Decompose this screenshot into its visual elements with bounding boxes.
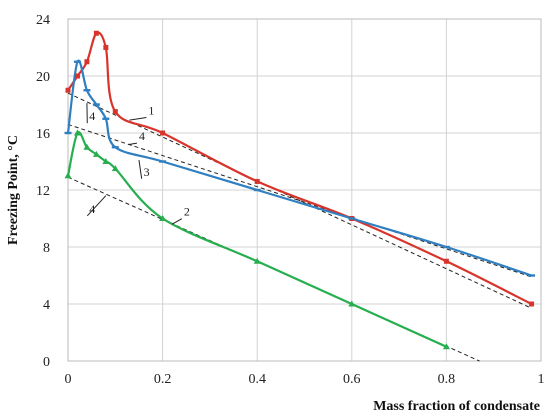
series-line-red — [66, 31, 533, 306]
x-axis-title: Mass fraction of condensate — [373, 399, 540, 414]
data-point-blue — [83, 89, 91, 92]
x-tick-label: 0.8 — [438, 372, 456, 387]
data-point-green — [83, 143, 91, 150]
data-point-green — [348, 300, 356, 307]
markers-group — [64, 30, 536, 350]
data-point-blue — [159, 160, 167, 163]
callout-label: 1 — [148, 103, 154, 117]
callout-leader — [138, 160, 143, 179]
x-tick-label: 0.6 — [343, 372, 361, 387]
callout-leader — [86, 195, 107, 217]
x-tick-label: 0.4 — [248, 372, 266, 387]
data-point-red — [84, 59, 90, 65]
callouts: 1 2 3 4 4 4 — [86, 103, 190, 225]
data-point-blue — [64, 131, 72, 135]
callout-label: 2 — [184, 205, 190, 219]
data-point-green — [64, 172, 72, 179]
x-tick-label: 0.2 — [154, 372, 172, 387]
callout-label: 4 — [139, 129, 145, 143]
data-point-green — [102, 158, 110, 164]
y-axis-title: Freezing Point, °C — [6, 135, 21, 245]
data-point-red — [74, 73, 80, 79]
data-point-red — [443, 258, 449, 264]
plot-frame — [67, 18, 542, 362]
callout-label: 4 — [89, 202, 95, 216]
y-tick-label: 4 — [43, 298, 50, 313]
data-point-red — [93, 30, 99, 36]
data-point-red — [65, 87, 71, 93]
data-point-green — [92, 150, 100, 157]
y-tick-label: 0 — [43, 355, 50, 370]
data-point-blue — [73, 60, 81, 63]
y-tick-label: 20 — [36, 70, 50, 85]
callout-leader — [129, 142, 138, 145]
callout-leader — [171, 218, 183, 225]
callout-label: 4 — [89, 109, 95, 123]
data-point-red — [160, 130, 166, 136]
reference-line — [67, 123, 532, 278]
data-point-green — [111, 165, 119, 172]
y-tick-label: 12 — [36, 184, 50, 199]
data-point-blue — [442, 245, 450, 249]
data-point-blue — [348, 217, 356, 220]
series-line-blue — [66, 59, 533, 277]
grid — [67, 18, 542, 362]
data-point-red — [112, 109, 118, 115]
callout-leader — [129, 116, 147, 121]
y-tick-label: 24 — [36, 13, 50, 28]
x-tick-label: 1 — [538, 372, 545, 387]
data-point-blue — [102, 117, 110, 120]
data-point-green — [442, 343, 450, 350]
data-point-green — [253, 257, 261, 264]
data-point-green — [159, 215, 167, 221]
reference-line — [67, 92, 532, 309]
callout-label: 3 — [144, 165, 150, 179]
y-tick-label: 16 — [36, 127, 50, 142]
data-point-red — [103, 45, 109, 50]
data-point-red — [254, 178, 260, 184]
x-tick-labels: 0 0.2 0.4 0.6 0.8 1 — [65, 372, 545, 387]
data-point-red — [529, 301, 535, 307]
x-tick-label: 0 — [65, 372, 72, 387]
data-point-green — [73, 129, 81, 136]
data-point-blue — [528, 274, 536, 277]
y-tick-label: 8 — [43, 241, 50, 256]
data-point-blue — [92, 103, 100, 106]
data-point-blue — [253, 188, 261, 192]
y-tick-labels: 0 4 8 12 16 20 24 — [36, 13, 50, 370]
data-point-blue — [111, 146, 119, 149]
